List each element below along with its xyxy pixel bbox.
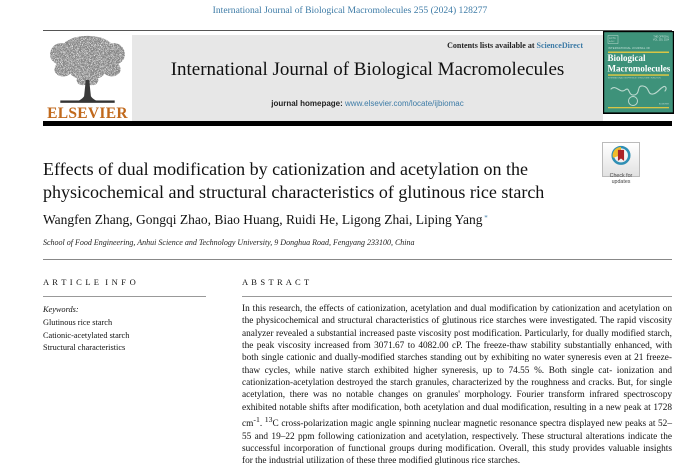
svg-text:INTERNATIONAL JOURNAL OF: INTERNATIONAL JOURNAL OF bbox=[608, 46, 651, 50]
svg-text:Macromolecules: Macromolecules bbox=[608, 64, 671, 74]
svg-text:INTERNATIONAL I BIOPHYSICS I S: INTERNATIONAL I BIOPHYSICS I STRUCTURE I… bbox=[608, 77, 661, 80]
svg-text:ELSEVIER: ELSEVIER bbox=[659, 104, 670, 106]
svg-text:THE OFFICIAL: THE OFFICIAL bbox=[653, 36, 669, 39]
svg-text:ACTA: ACTA bbox=[609, 36, 616, 40]
svg-text:Biological: Biological bbox=[608, 53, 646, 63]
svg-text:VOL. 255, 2024: VOL. 255, 2024 bbox=[653, 39, 670, 41]
svg-text:AJSC: AJSC bbox=[609, 40, 615, 43]
